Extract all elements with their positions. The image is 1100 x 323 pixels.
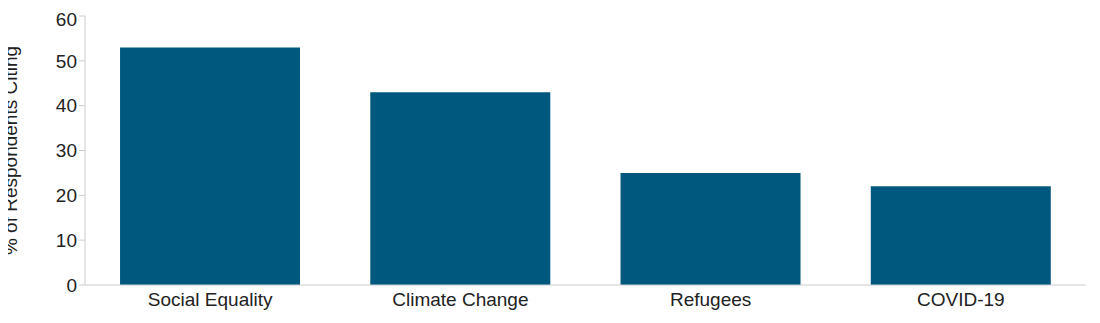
svg-text:0: 0 (66, 275, 77, 296)
svg-text:30: 30 (56, 140, 77, 161)
svg-text:60: 60 (56, 9, 77, 30)
svg-text:Social Equality: Social Equality (148, 289, 273, 310)
svg-text:% of Respondents Citing: % of Respondents Citing (8, 46, 21, 255)
svg-text:20: 20 (56, 185, 77, 206)
svg-text:10: 10 (56, 230, 77, 251)
svg-text:50: 50 (56, 51, 77, 72)
svg-text:COVID-19: COVID-19 (917, 289, 1005, 310)
svg-text:40: 40 (56, 95, 77, 116)
svg-text:Refugees: Refugees (670, 289, 751, 310)
svg-text:Climate Change: Climate Change (392, 289, 528, 310)
